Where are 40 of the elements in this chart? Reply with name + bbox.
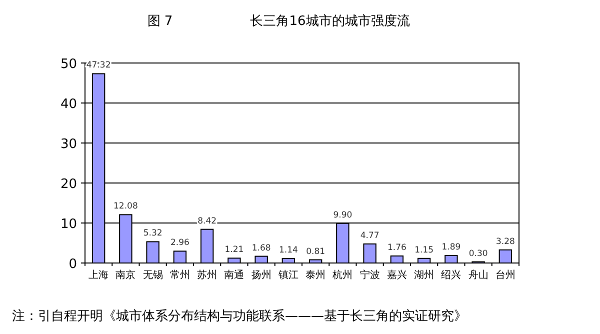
y-tick-label: 10: [60, 217, 77, 232]
text: 注：引自程开明《城市体系分布结构与功能联系———基于长三角的实证研究》: [12, 309, 467, 324]
x-tick-label: 嘉兴: [386, 269, 407, 281]
data-label: 47.32: [86, 60, 111, 71]
x-tick-label: 绍兴: [441, 269, 462, 281]
data-label: 0.30: [468, 248, 488, 259]
data-label: 1.89: [442, 242, 461, 252]
x-tick-label: 宁波: [360, 269, 380, 281]
x-tick-label: 舟山: [468, 269, 488, 281]
x-tick-label: 常州: [170, 269, 190, 281]
x-tick-label: 南京: [116, 269, 136, 281]
chart-subtitle: 长三角16城市的城市强度流: [250, 13, 410, 29]
x-tick-label: 台州: [495, 269, 516, 281]
x-tick-label: 无锡: [142, 270, 163, 281]
x-tick-label: 杭州: [332, 269, 353, 281]
y-tick-label: 40: [60, 97, 77, 112]
chart-title: 图 7: [147, 14, 173, 29]
data-label: 3.28: [496, 236, 515, 247]
data-label: 0.81: [306, 246, 326, 257]
x-tick-label: 泰州: [306, 269, 326, 281]
data-label: 1.15: [414, 245, 434, 256]
x-tick-label: 扬州: [251, 269, 272, 281]
data-label: 1.68: [252, 243, 271, 254]
y-tick-label: 30: [60, 137, 77, 152]
data-label: 1.21: [224, 245, 244, 256]
y-tick-label: 50: [60, 57, 77, 72]
x-tick-label: 上海: [88, 269, 109, 281]
x-tick-label: 镇江: [277, 269, 298, 281]
y-tick-label: 20: [60, 177, 77, 192]
data-label: 1.76: [387, 242, 406, 253]
data-label: 2.96: [170, 238, 190, 248]
data-label: 5.32: [143, 228, 162, 239]
data-label: 1.14: [278, 245, 298, 256]
x-tick-label: 湖州: [414, 269, 434, 281]
data-label: 4.77: [360, 230, 380, 241]
x-tick-label: 苏州: [197, 269, 218, 281]
data-label: 9.90: [333, 210, 352, 220]
data-label: 12.08: [114, 202, 138, 212]
x-tick-label: 南通: [224, 269, 244, 281]
y-tick-label: 0: [68, 257, 77, 272]
